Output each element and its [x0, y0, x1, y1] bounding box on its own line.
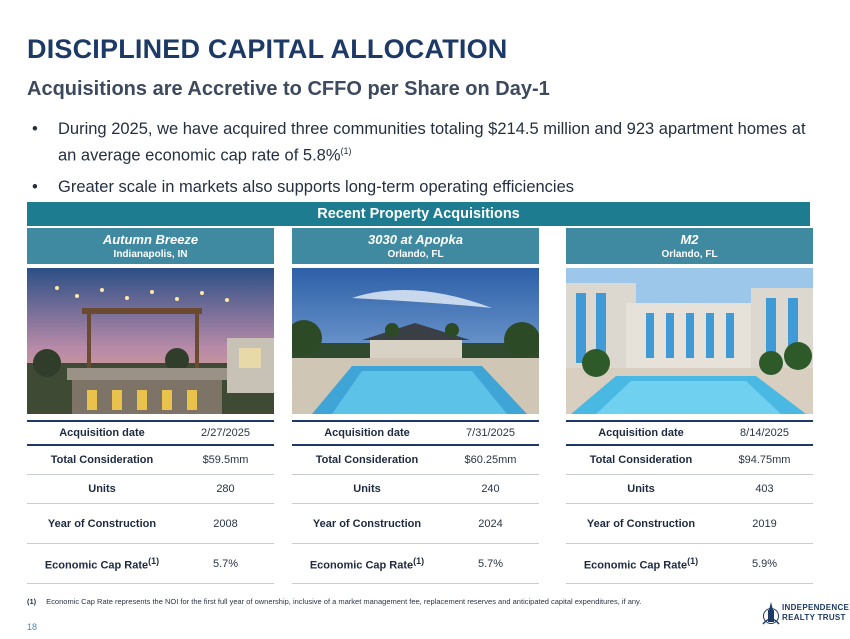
table-row: Total Consideration $94.75mm — [566, 446, 813, 475]
property-photo — [27, 268, 274, 414]
footnote: (1) Economic Cap Rate represents the NOI … — [27, 597, 641, 606]
row-value: 2/27/2025 — [201, 427, 250, 439]
footnote-number: (1) — [27, 597, 37, 606]
property-card-3030-at-apopka: 3030 at Apopka Orlando, FL Acquisition d… — [292, 228, 539, 584]
row-value: 2024 — [478, 517, 503, 530]
row-label: Acquisition date — [59, 427, 145, 439]
row-label: Units — [88, 483, 116, 495]
footnote-text: Economic Cap Rate represents the NOI for… — [46, 597, 642, 606]
logo-line2: REALTY TRUST — [782, 613, 846, 622]
row-value: $59.5mm — [202, 454, 249, 466]
property-header: Autumn Breeze Indianapolis, IN — [27, 228, 274, 264]
property-name: Autumn Breeze — [102, 232, 199, 247]
property-header: 3030 at Apopka Orlando, FL — [292, 228, 539, 264]
row-label: Acquisition date — [598, 427, 684, 439]
row-value: $94.75mm — [738, 454, 791, 466]
bullet-dot: • — [32, 177, 38, 196]
property-city: Indianapolis, IN — [113, 249, 188, 260]
property-city: Orlando, FL — [661, 249, 718, 260]
row-label: Total Consideration — [315, 454, 419, 466]
property-table: Acquisition date 2/27/2025 Total Consider… — [27, 420, 274, 584]
property-photo — [566, 268, 813, 414]
row-value: 403 — [755, 483, 774, 495]
row-label: Year of Construction — [312, 517, 422, 530]
property-photo — [292, 268, 539, 414]
property-table: Acquisition date 7/31/2025 Total Consider… — [292, 420, 539, 584]
table-row: Year of Construction 2019 — [566, 504, 813, 544]
row-label: Total Consideration — [50, 454, 154, 466]
page-number: 18 — [27, 622, 38, 632]
row-label: Economic Cap Rate(1) — [44, 555, 160, 572]
table-row: Economic Cap Rate(1) 5.7% — [27, 544, 274, 584]
page-subtitle: Acquisitions are Accretive to CFFO per S… — [27, 78, 550, 100]
property-card-autumn-breeze: Autumn Breeze Indianapolis, IN Acquisiti… — [27, 228, 274, 584]
logo-emblem-icon — [762, 602, 780, 625]
row-label: Economic Cap Rate(1) — [583, 555, 699, 572]
table-row: Acquisition date 2/27/2025 — [27, 420, 274, 446]
company-logo: INDEPENDENCE REALTY TRUST — [762, 600, 849, 630]
row-label: Economic Cap Rate(1) — [309, 555, 425, 572]
row-label: Year of Construction — [47, 517, 157, 530]
table-row: Units 280 — [27, 475, 274, 504]
row-value: 5.7% — [212, 557, 239, 570]
footnote-ref: (1) — [340, 146, 352, 156]
section-banner: Recent Property Acquisitions — [27, 202, 810, 226]
row-label: Units — [627, 483, 655, 495]
row-value: 2008 — [213, 517, 238, 530]
table-row: Economic Cap Rate(1) 5.9% — [566, 544, 813, 584]
table-row: Total Consideration $60.25mm — [292, 446, 539, 475]
row-value: 280 — [216, 483, 235, 495]
row-value: $60.25mm — [464, 454, 517, 466]
row-value: 2019 — [752, 517, 777, 530]
row-value: 7/31/2025 — [466, 427, 515, 439]
row-label: Units — [353, 483, 381, 495]
bullet-item: • During 2025, we have acquired three co… — [32, 118, 812, 167]
page-title: DISCIPLINED CAPITAL ALLOCATION — [27, 34, 508, 64]
table-row: Acquisition date 8/14/2025 — [566, 420, 813, 446]
property-name: 3030 at Apopka — [368, 232, 463, 247]
logo-line1: INDEPENDENCE — [782, 603, 850, 612]
row-label: Total Consideration — [589, 454, 693, 466]
table-row: Year of Construction 2008 — [27, 504, 274, 544]
table-row: Year of Construction 2024 — [292, 504, 539, 544]
property-card-m2: M2 Orlando, FL Acquisition date 8/14/2025… — [566, 228, 813, 584]
table-row: Economic Cap Rate(1) 5.7% — [292, 544, 539, 584]
row-value: 8/14/2025 — [740, 427, 789, 439]
table-row: Acquisition date 7/31/2025 — [292, 420, 539, 446]
row-value: 240 — [481, 483, 500, 495]
row-label: Year of Construction — [586, 517, 696, 530]
property-table: Acquisition date 8/14/2025 Total Consider… — [566, 420, 813, 584]
bullet-text: During 2025, we have acquired three comm… — [58, 120, 806, 165]
table-row: Units 240 — [292, 475, 539, 504]
property-city: Orlando, FL — [387, 249, 444, 260]
property-header: M2 Orlando, FL — [566, 228, 813, 264]
bullet-list: • During 2025, we have acquired three co… — [32, 118, 812, 207]
row-label: Acquisition date — [324, 427, 410, 439]
table-row: Total Consideration $59.5mm — [27, 446, 274, 475]
property-name: M2 — [680, 232, 699, 247]
bullet-item: • Greater scale in markets also supports… — [32, 176, 812, 198]
bullet-text: Greater scale in markets also supports l… — [58, 177, 575, 196]
row-value: 5.7% — [477, 557, 504, 570]
bullet-dot: • — [32, 120, 38, 138]
row-value: 5.9% — [751, 557, 778, 570]
table-row: Units 403 — [566, 475, 813, 504]
